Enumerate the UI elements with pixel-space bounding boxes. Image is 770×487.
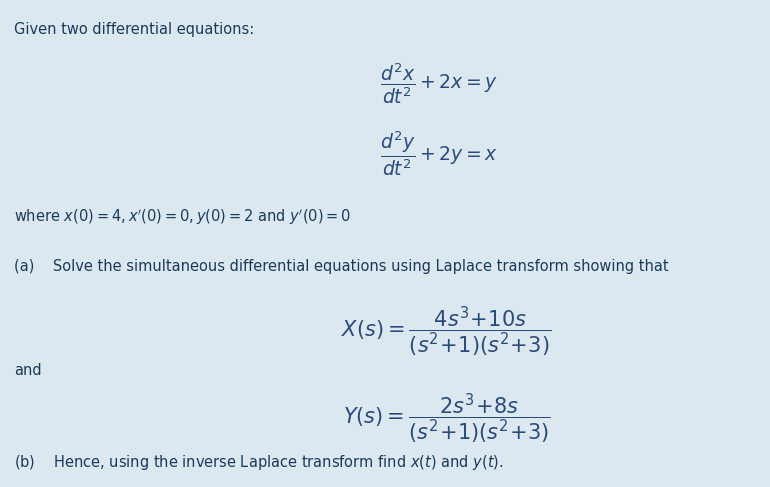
Text: (a)    Solve the simultaneous differential equations using Laplace transform sho: (a) Solve the simultaneous differential … (14, 259, 668, 274)
Text: (b)    Hence, using the inverse Laplace transform find $x(t)$ and $y(t)$.: (b) Hence, using the inverse Laplace tra… (14, 453, 504, 472)
Text: Given two differential equations:: Given two differential equations: (14, 22, 254, 37)
Text: $\dfrac{d^2x}{dt^2} + 2x = y$: $\dfrac{d^2x}{dt^2} + 2x = y$ (380, 61, 498, 106)
Text: $X(s) = \dfrac{4s^3\!+\!10s}{(s^2\!+\!1)(s^2\!+\!3)}$: $X(s) = \dfrac{4s^3\!+\!10s}{(s^2\!+\!1)… (341, 304, 552, 359)
Text: $\dfrac{d^2y}{dt^2} + 2y = x$: $\dfrac{d^2y}{dt^2} + 2y = x$ (380, 129, 498, 178)
Text: $Y(s) = \dfrac{2s^3\!+\!8s}{(s^2\!+\!1)(s^2\!+\!3)}$: $Y(s) = \dfrac{2s^3\!+\!8s}{(s^2\!+\!1)(… (343, 392, 551, 447)
Text: where $x(0) = 4, x'(0) = 0, y(0) = 2$ and $y'(0) = 0$: where $x(0) = 4, x'(0) = 0, y(0) = 2$ an… (14, 207, 351, 226)
Text: and: and (14, 363, 42, 378)
